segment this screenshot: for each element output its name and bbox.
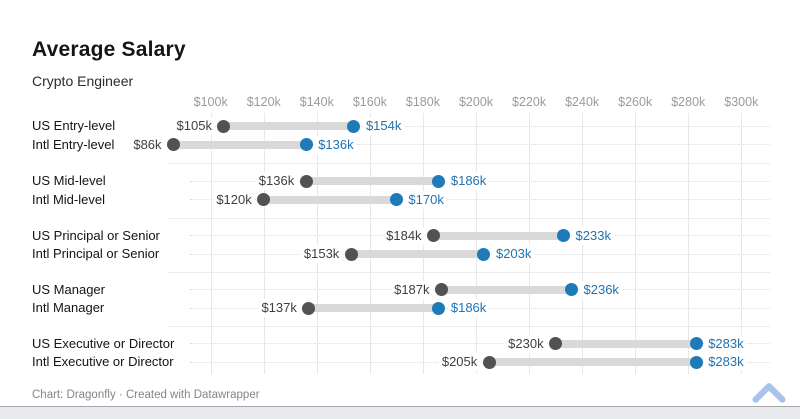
range-bar [263, 195, 397, 204]
min-dot [482, 355, 496, 369]
row-label: Intl Mid-level [32, 190, 109, 209]
max-value-label: $283k [705, 353, 747, 371]
row-label: Intl Manager [32, 299, 109, 317]
max-dot [299, 138, 313, 151]
row-leader-line [190, 343, 770, 344]
min-value-label: $187k [391, 280, 433, 299]
min-value-label: $184k [383, 226, 425, 245]
axis-tick-label: $300k [724, 95, 759, 109]
min-dot [549, 337, 563, 350]
max-value-label: $203k [492, 245, 535, 263]
axis-tick-label: $100k [193, 95, 228, 109]
min-value-label: $137k [258, 299, 300, 317]
axis-tick-label: $260k [618, 95, 653, 109]
axis-tick-label: $240k [565, 95, 600, 109]
group-separator-line [168, 271, 770, 273]
max-dot [389, 193, 403, 206]
range-bar [351, 250, 484, 258]
range-bar [308, 304, 439, 312]
range-bar [433, 231, 564, 240]
min-dot [257, 193, 271, 206]
group-separator-line [168, 162, 770, 164]
gridline [317, 113, 318, 374]
row-label: Intl Entry-level [32, 135, 119, 154]
chart-subtitle: Crypto Engineer [32, 73, 134, 89]
row-leader-line [190, 199, 770, 200]
row-label: US Executive or Director [32, 334, 179, 353]
max-dot [557, 229, 571, 242]
max-dot [432, 301, 446, 315]
gridline [370, 113, 371, 374]
axis-tick-label: $180k [405, 95, 440, 109]
max-value-label: $236k [580, 280, 622, 299]
min-value-label: $205k [438, 353, 481, 371]
range-bar [173, 140, 307, 149]
chart-attribution: Chart: Dragonfly · Created with Datawrap… [32, 389, 260, 401]
min-dot [435, 283, 449, 296]
row-label: US Principal or Senior [32, 226, 164, 245]
max-value-label: $233k [572, 226, 614, 245]
gridline [476, 113, 477, 374]
range-bar [306, 177, 439, 185]
max-dot [347, 119, 361, 133]
row-label: US Entry-level [32, 117, 120, 135]
row-label: Intl Executive or Director [32, 353, 178, 371]
max-dot [477, 247, 491, 261]
bottom-bar [0, 406, 800, 419]
max-dot [689, 337, 703, 350]
max-dot [689, 355, 703, 369]
gridline [264, 113, 265, 374]
row-label: US Manager [32, 280, 109, 299]
axis-tick-label: $280k [671, 95, 706, 109]
min-dot [427, 229, 441, 242]
row-leader-line [190, 144, 770, 145]
axis-tick-label: $120k [246, 95, 281, 109]
max-value-label: $170k [405, 190, 447, 209]
axis-tick-label: $200k [458, 95, 494, 109]
chevron-up-icon[interactable] [750, 380, 788, 405]
range-bar [489, 358, 697, 366]
gridline [211, 113, 212, 374]
range-bar [441, 285, 572, 294]
max-value-label: $283k [705, 334, 747, 353]
min-value-label: $153k [300, 245, 343, 263]
max-dot [432, 174, 446, 188]
axis-tick-label: $140k [299, 95, 334, 109]
max-value-label: $186k [447, 299, 490, 317]
row-label: US Mid-level [32, 172, 110, 190]
range-bar [555, 339, 697, 348]
group-separator-line [168, 325, 770, 327]
gridline [529, 113, 530, 374]
min-dot [344, 247, 358, 261]
max-dot [565, 283, 579, 296]
min-dot [167, 138, 181, 151]
row-label: Intl Principal or Senior [32, 245, 164, 263]
gridline [688, 113, 689, 374]
gridline [635, 113, 636, 374]
min-value-label: $136k [255, 172, 298, 190]
min-value-label: $105k [173, 117, 215, 135]
max-value-label: $154k [362, 117, 405, 135]
axis-tick-label: $220k [512, 95, 547, 109]
axis-tick-label: $160k [352, 95, 387, 109]
max-value-label: $186k [447, 172, 490, 190]
min-value-label: $86k [130, 135, 165, 154]
min-dot [217, 119, 231, 133]
chart-title: Average Salary [32, 38, 186, 61]
gridline [741, 113, 742, 374]
min-value-label: $230k [505, 334, 547, 353]
min-value-label: $120k [213, 190, 255, 209]
max-value-label: $136k [315, 135, 357, 154]
min-dot [299, 174, 313, 188]
range-bar [223, 122, 354, 130]
group-separator-line [168, 217, 770, 219]
min-dot [302, 301, 316, 315]
row-leader-line [190, 125, 770, 127]
